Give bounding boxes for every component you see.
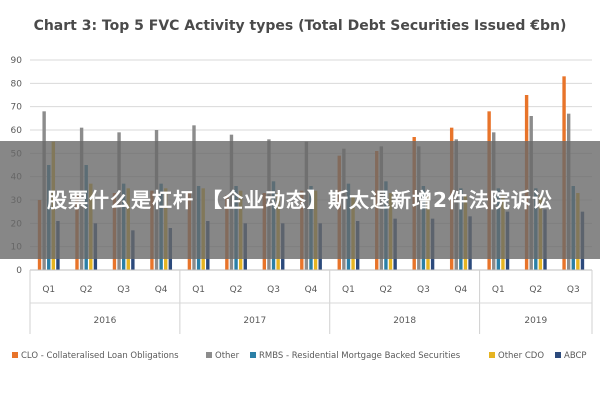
x-tick-label: Q4 bbox=[454, 285, 467, 295]
legend: CLO - Collateralised Loan Obligations Oth… bbox=[12, 351, 587, 361]
x-tick-label: Q3 bbox=[417, 285, 430, 295]
y-tick-label: 60 bbox=[11, 126, 23, 136]
x-tick-label: Q3 bbox=[567, 285, 580, 295]
year-label: 2016 bbox=[93, 316, 116, 326]
legend-swatch bbox=[250, 352, 256, 358]
y-tick-label: 90 bbox=[11, 56, 23, 66]
banner-overlay: 股票什么是杠杆 【企业动态】斯太退新增2件法院诉讼 bbox=[0, 141, 600, 259]
x-tick-label: Q2 bbox=[80, 285, 93, 295]
x-axis: Q1 Q2 Q3 Q4 Q1 Q2 Q3 Q4 Q1 Q2 Q3 Q4 Q1 Q2 Q3 2016 2017 20… bbox=[29, 269, 593, 334]
y-tick-label: 80 bbox=[11, 79, 23, 89]
x-tick-label: Q1 bbox=[342, 285, 355, 295]
legend-label: ABCP bbox=[564, 351, 587, 361]
x-tick-label: Q3 bbox=[117, 285, 130, 295]
legend-swatch bbox=[12, 352, 18, 358]
legend-label: Other bbox=[215, 351, 240, 361]
x-tick-label: Q4 bbox=[155, 285, 168, 295]
x-tick-label: Q2 bbox=[529, 285, 542, 295]
x-tick-label: Q1 bbox=[192, 285, 205, 295]
y-tick-label: 70 bbox=[11, 103, 23, 113]
x-tick-label: Q1 bbox=[492, 285, 505, 295]
x-tick-label: Q2 bbox=[230, 285, 243, 295]
banner-text: 股票什么是杠杆 【企业动态】斯太退新增2件法院诉讼 bbox=[47, 188, 553, 212]
year-label: 2019 bbox=[524, 316, 547, 326]
legend-swatch bbox=[489, 352, 495, 358]
legend-label: Other CDO bbox=[498, 351, 544, 361]
legend-swatch bbox=[555, 352, 561, 358]
x-tick-label: Q2 bbox=[380, 285, 393, 295]
legend-label: CLO - Collateralised Loan Obligations bbox=[21, 351, 179, 361]
legend-label: RMBS - Residential Mortgage Backed Secur… bbox=[259, 351, 461, 361]
chart-title: Chart 3: Top 5 FVC Activity types (Total… bbox=[34, 18, 567, 34]
year-label: 2018 bbox=[393, 316, 416, 326]
x-tick-label: Q1 bbox=[42, 285, 55, 295]
year-label: 2017 bbox=[243, 316, 266, 326]
x-tick-label: Q4 bbox=[305, 285, 318, 295]
legend-swatch bbox=[206, 352, 212, 358]
y-tick-label: 0 bbox=[16, 266, 22, 276]
x-tick-label: Q3 bbox=[267, 285, 280, 295]
